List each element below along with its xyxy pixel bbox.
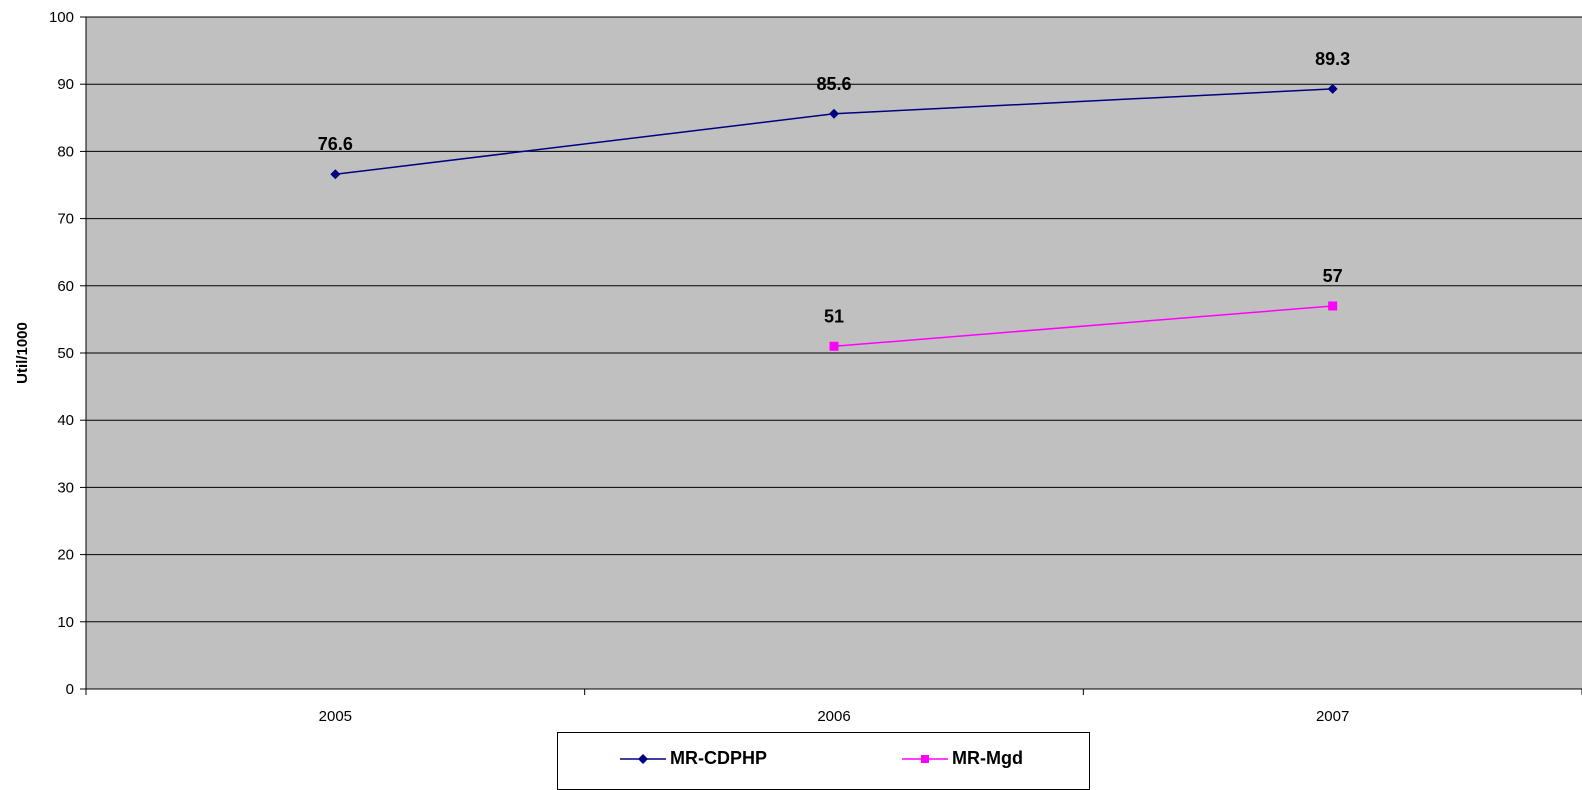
data-labels: 76.6 85.6 89.3 51 57 xyxy=(318,49,1350,326)
data-label-mr-mgd-2006: 51 xyxy=(824,306,844,326)
point-mr-cdphp-2005 xyxy=(330,169,341,180)
legend-label-mr-cdphp: MR-CDPHP xyxy=(670,748,767,768)
x-tick-label-2005: 2005 xyxy=(319,708,352,725)
series-group xyxy=(330,83,1338,351)
y-tick-label-90: 90 xyxy=(57,76,74,93)
legend-marker-square-icon xyxy=(902,754,948,763)
x-axis: 2005 2006 2007 xyxy=(85,688,1582,725)
y-tick-label-10: 10 xyxy=(57,614,74,631)
y-tick-label-30: 30 xyxy=(57,479,74,496)
point-mr-cdphp-2007 xyxy=(1327,83,1338,94)
y-tick-label-50: 50 xyxy=(57,345,74,362)
y-tick-label-70: 70 xyxy=(57,211,74,228)
x-tick-label-2007: 2007 xyxy=(1316,708,1349,725)
y-tick-label-100: 100 xyxy=(49,9,74,26)
y-tick-label-0: 0 xyxy=(66,681,74,698)
y-tick-label-40: 40 xyxy=(57,412,74,429)
y-tick-label-60: 60 xyxy=(57,278,74,295)
data-label-mr-cdphp-2005: 76.6 xyxy=(318,134,353,154)
data-label-mr-cdphp-2006: 85.6 xyxy=(816,74,851,94)
legend-label-mr-mgd: MR-Mgd xyxy=(952,748,1023,768)
point-mr-mgd-2007 xyxy=(1328,301,1338,311)
legend-marker-diamond-icon xyxy=(620,753,666,764)
y-tick-label-20: 20 xyxy=(57,547,74,564)
y-axis: 0 10 20 30 40 50 60 70 80 90 100 xyxy=(49,9,87,698)
legend-item-mr-mgd: MR-Mgd xyxy=(902,748,1023,769)
x-tick-label-2006: 2006 xyxy=(817,708,850,725)
legend-item-mr-cdphp: MR-CDPHP xyxy=(620,748,767,769)
gridlines xyxy=(86,16,1582,623)
data-label-mr-mgd-2007: 57 xyxy=(1323,266,1343,286)
point-mr-mgd-2006 xyxy=(829,341,839,351)
y-tick-label-80: 80 xyxy=(57,143,74,160)
legend: MR-CDPHP MR-Mgd xyxy=(557,732,1090,790)
point-mr-cdphp-2006 xyxy=(829,108,839,119)
y-axis-title: Util/1000 xyxy=(14,322,31,384)
data-label-mr-cdphp-2007: 89.3 xyxy=(1315,49,1350,69)
series-line-mr-mgd xyxy=(833,305,1333,348)
